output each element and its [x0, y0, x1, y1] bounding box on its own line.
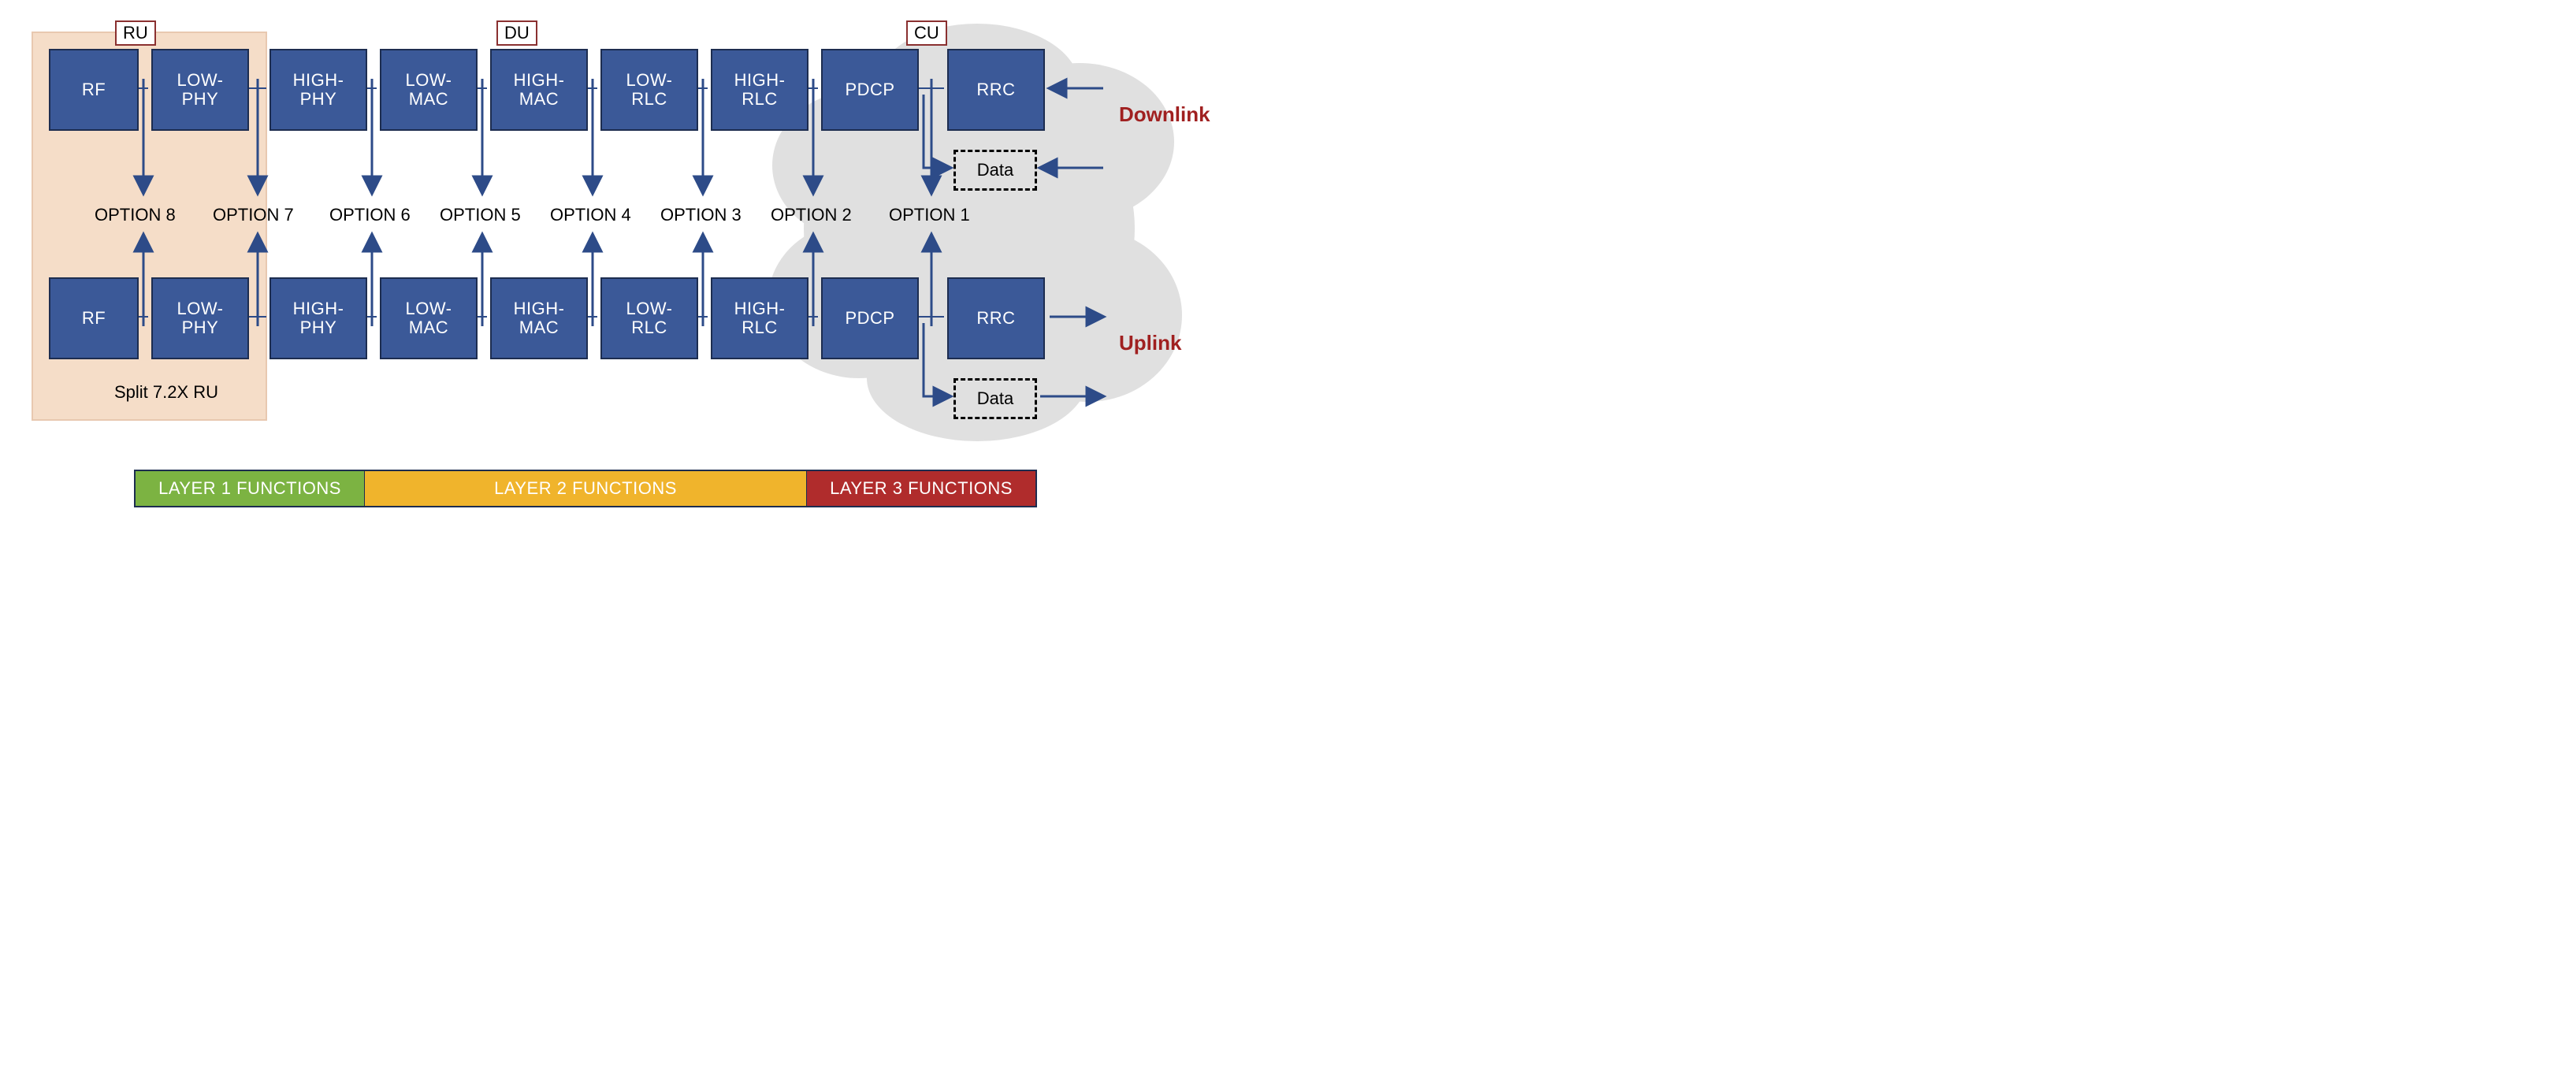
box-lowmac-top: LOW-MAC: [380, 49, 478, 131]
option-4-label: OPTION 4: [550, 205, 631, 225]
box-lowphy-top: LOW-PHY: [151, 49, 249, 131]
box-lowrlc-bot: LOW-RLC: [600, 277, 698, 359]
box-pdcp-top: PDCP: [821, 49, 919, 131]
layer-functions-bar: LAYER 1 FUNCTIONS LAYER 2 FUNCTIONS LAYE…: [134, 470, 1037, 507]
layer1-segment: LAYER 1 FUNCTIONS: [136, 471, 365, 506]
box-lowmac-bot: LOW-MAC: [380, 277, 478, 359]
option-2-label: OPTION 2: [771, 205, 852, 225]
option-1-label: OPTION 1: [889, 205, 970, 225]
layer3-segment: LAYER 3 FUNCTIONS: [807, 471, 1035, 506]
box-highmac-top: HIGH-MAC: [490, 49, 588, 131]
box-highphy-top: HIGH-PHY: [269, 49, 367, 131]
option-7-label: OPTION 7: [213, 205, 294, 225]
box-rrc-top: RRC: [947, 49, 1045, 131]
box-rrc-bot: RRC: [947, 277, 1045, 359]
unit-label-ru: RU: [115, 20, 156, 46]
box-rf-top: RF: [49, 49, 139, 131]
uplink-label: Uplink: [1119, 331, 1181, 355]
data-box-top: Data: [953, 150, 1037, 191]
box-highphy-bot: HIGH-PHY: [269, 277, 367, 359]
box-lowrlc-top: LOW-RLC: [600, 49, 698, 131]
box-highmac-bot: HIGH-MAC: [490, 277, 588, 359]
option-8-label: OPTION 8: [95, 205, 176, 225]
option-6-label: OPTION 6: [329, 205, 411, 225]
box-highrlc-top: HIGH-RLC: [711, 49, 808, 131]
layer2-segment: LAYER 2 FUNCTIONS: [365, 471, 807, 506]
split-options-diagram: RU DU CU RF LOW-PHY HIGH-PHY LOW-MAC HIG…: [16, 16, 1245, 520]
ru-caption: Split 7.2X RU: [114, 382, 218, 403]
unit-label-cu: CU: [906, 20, 947, 46]
box-lowphy-bot: LOW-PHY: [151, 277, 249, 359]
box-highrlc-bot: HIGH-RLC: [711, 277, 808, 359]
unit-label-du: DU: [496, 20, 537, 46]
downlink-label: Downlink: [1119, 102, 1210, 127]
data-box-bot: Data: [953, 378, 1037, 419]
option-3-label: OPTION 3: [660, 205, 742, 225]
box-rf-bot: RF: [49, 277, 139, 359]
option-5-label: OPTION 5: [440, 205, 521, 225]
box-pdcp-bot: PDCP: [821, 277, 919, 359]
